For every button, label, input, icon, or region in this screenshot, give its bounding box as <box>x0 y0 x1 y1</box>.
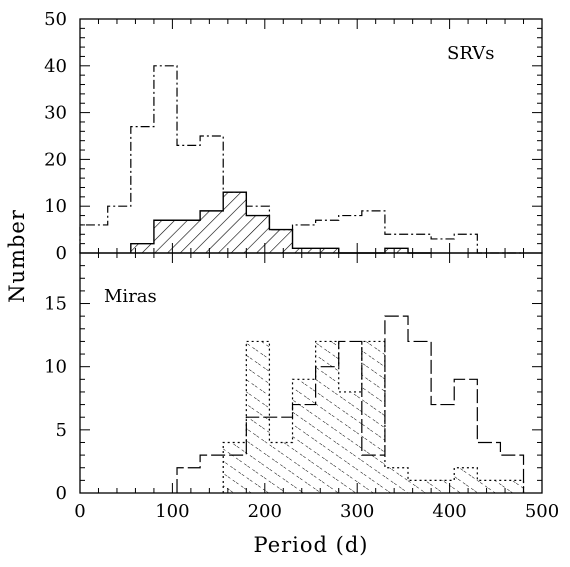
miras-panel-label: Miras <box>104 286 157 307</box>
srvs-y-tick-labels: 0 10 20 30 40 50 <box>44 9 67 264</box>
histogram-outline-1 <box>130 191 432 254</box>
x-tick-label: 400 <box>432 501 466 522</box>
miras-panel: Miras 0 5 10 15 <box>44 252 543 504</box>
histogram-outline-0 <box>79 65 524 254</box>
y-tick-label: 10 <box>44 357 67 378</box>
x-tick-label: 0 <box>74 501 85 522</box>
histogram-fill-1 <box>223 341 524 493</box>
y-tick-label: 40 <box>44 56 67 77</box>
x-tick-label: 300 <box>340 501 374 522</box>
y-axis-title: Number <box>5 209 29 303</box>
x-tick-labels: 0 100 200 300 400 500 <box>74 501 559 522</box>
x-axis-title: Period (d) <box>254 533 369 557</box>
y-tick-label: 50 <box>44 9 67 30</box>
y-tick-label: 0 <box>56 243 67 264</box>
srvs-panel-label: SRVs <box>447 43 494 64</box>
y-tick-label: 30 <box>44 103 67 124</box>
y-tick-label: 5 <box>56 420 67 441</box>
histogram-fill-1 <box>130 192 432 253</box>
x-tick-label: 500 <box>525 501 559 522</box>
y-tick-label: 10 <box>44 196 67 217</box>
srvs-ticks <box>79 18 543 254</box>
x-tick-label: 200 <box>248 501 282 522</box>
y-tick-label: 20 <box>44 149 67 170</box>
srvs-histogram-bars <box>79 65 524 254</box>
miras-y-tick-labels: 0 5 10 15 <box>44 294 67 504</box>
y-tick-label: 0 <box>56 483 67 504</box>
x-tick-label: 100 <box>155 501 189 522</box>
y-tick-label: 15 <box>44 294 67 315</box>
miras-histogram-bars <box>176 315 525 493</box>
srvs-panel: SRVs 0 10 20 30 40 50 <box>44 9 543 264</box>
histogram-outline-1 <box>222 340 525 493</box>
